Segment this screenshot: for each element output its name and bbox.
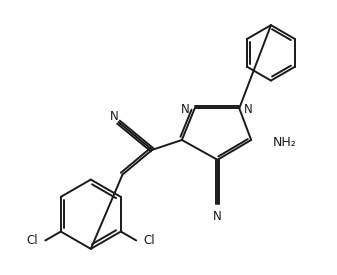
Text: N: N bbox=[244, 103, 253, 116]
Text: N: N bbox=[181, 103, 190, 116]
Text: Cl: Cl bbox=[143, 234, 155, 247]
Text: N: N bbox=[110, 110, 119, 123]
Text: NH₂: NH₂ bbox=[273, 136, 297, 149]
Text: Cl: Cl bbox=[27, 234, 38, 247]
Text: N: N bbox=[213, 210, 222, 223]
